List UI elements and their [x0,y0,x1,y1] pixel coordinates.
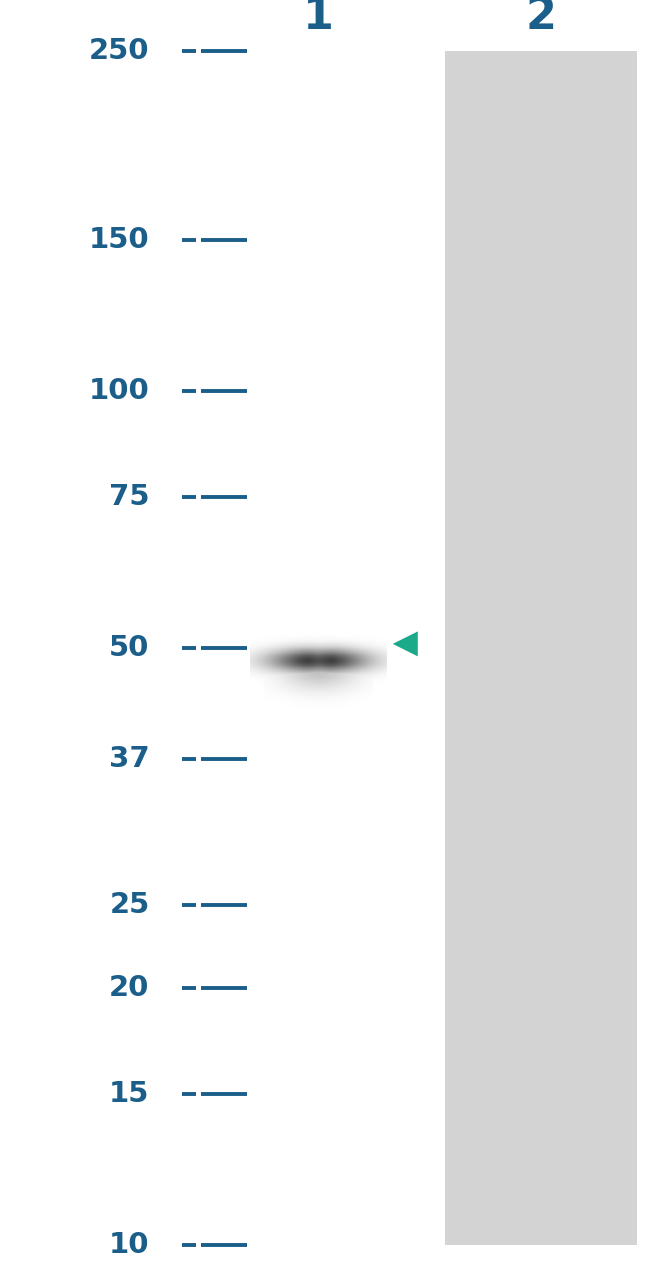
Text: 1: 1 [303,0,334,38]
Text: 25: 25 [109,890,150,918]
Text: 15: 15 [109,1081,150,1109]
Text: 37: 37 [109,745,150,773]
Text: 250: 250 [89,37,150,65]
Bar [250,51,387,1245]
Text: 75: 75 [109,484,150,512]
Text: 150: 150 [89,226,150,254]
Text: 20: 20 [109,974,150,1002]
Text: 2: 2 [526,0,556,38]
Text: 10: 10 [109,1231,150,1259]
Bar [445,51,637,1245]
Text: 100: 100 [89,377,150,405]
Text: 50: 50 [109,634,150,662]
